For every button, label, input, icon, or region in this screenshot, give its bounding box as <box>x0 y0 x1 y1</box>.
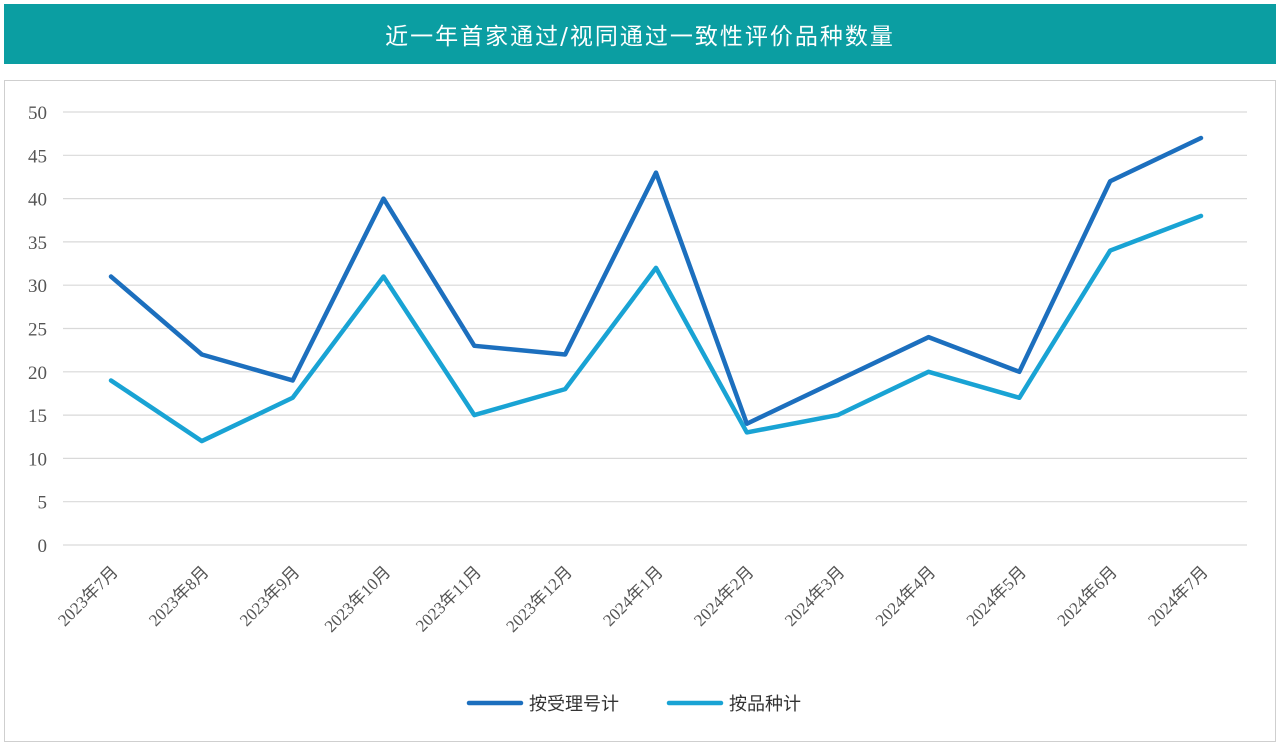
line-chart: 0 5 10 15 20 25 30 35 40 45 50 2023年7月 2023年8月 2023年9… <box>28 103 1247 715</box>
y-tick-label: 25 <box>28 320 47 341</box>
chart-title-banner: 近一年首家通过/视同通过一致性评价品种数量 <box>4 4 1276 64</box>
y-tick-label: 45 <box>28 146 47 167</box>
x-tick-label: 2024年6月 <box>1053 562 1121 630</box>
y-tick-label: 10 <box>28 449 47 470</box>
y-tick-label: 35 <box>28 233 47 254</box>
x-tick-label: 2023年8月 <box>145 562 213 630</box>
chart-area: 0 5 10 15 20 25 30 35 40 45 50 2023年7月 2023年8月 2023年9… <box>4 80 1276 742</box>
y-tick-label: 15 <box>28 406 47 427</box>
y-tick-label: 50 <box>28 103 47 124</box>
legend-label-2: 按品种计 <box>729 694 801 715</box>
series-line-2 <box>108 213 1204 444</box>
x-tick-label: 2024年2月 <box>690 562 758 630</box>
x-tick-label: 2024年4月 <box>872 562 940 630</box>
y-tick-label: 20 <box>28 363 47 384</box>
x-tick-label: 2023年12月 <box>502 562 576 636</box>
chart-title: 近一年首家通过/视同通过一致性评价品种数量 <box>385 24 895 50</box>
series-line-1 <box>108 135 1204 427</box>
x-tick-label: 2024年7月 <box>1144 562 1212 630</box>
x-tick-label: 2024年1月 <box>599 562 667 630</box>
x-tick-label: 2024年3月 <box>781 562 849 630</box>
y-tick-label: 0 <box>38 536 48 557</box>
legend-label-1: 按受理号计 <box>529 694 619 715</box>
x-tick-label: 2023年11月 <box>412 562 485 635</box>
x-tick-label: 2024年5月 <box>963 562 1031 630</box>
y-tick-label: 30 <box>28 276 47 297</box>
x-tick-label: 2023年7月 <box>54 562 122 630</box>
y-tick-label: 40 <box>28 190 47 211</box>
x-tick-label: 2023年9月 <box>236 562 304 630</box>
y-tick-label: 5 <box>38 493 48 514</box>
x-tick-label: 2023年10月 <box>321 562 395 636</box>
